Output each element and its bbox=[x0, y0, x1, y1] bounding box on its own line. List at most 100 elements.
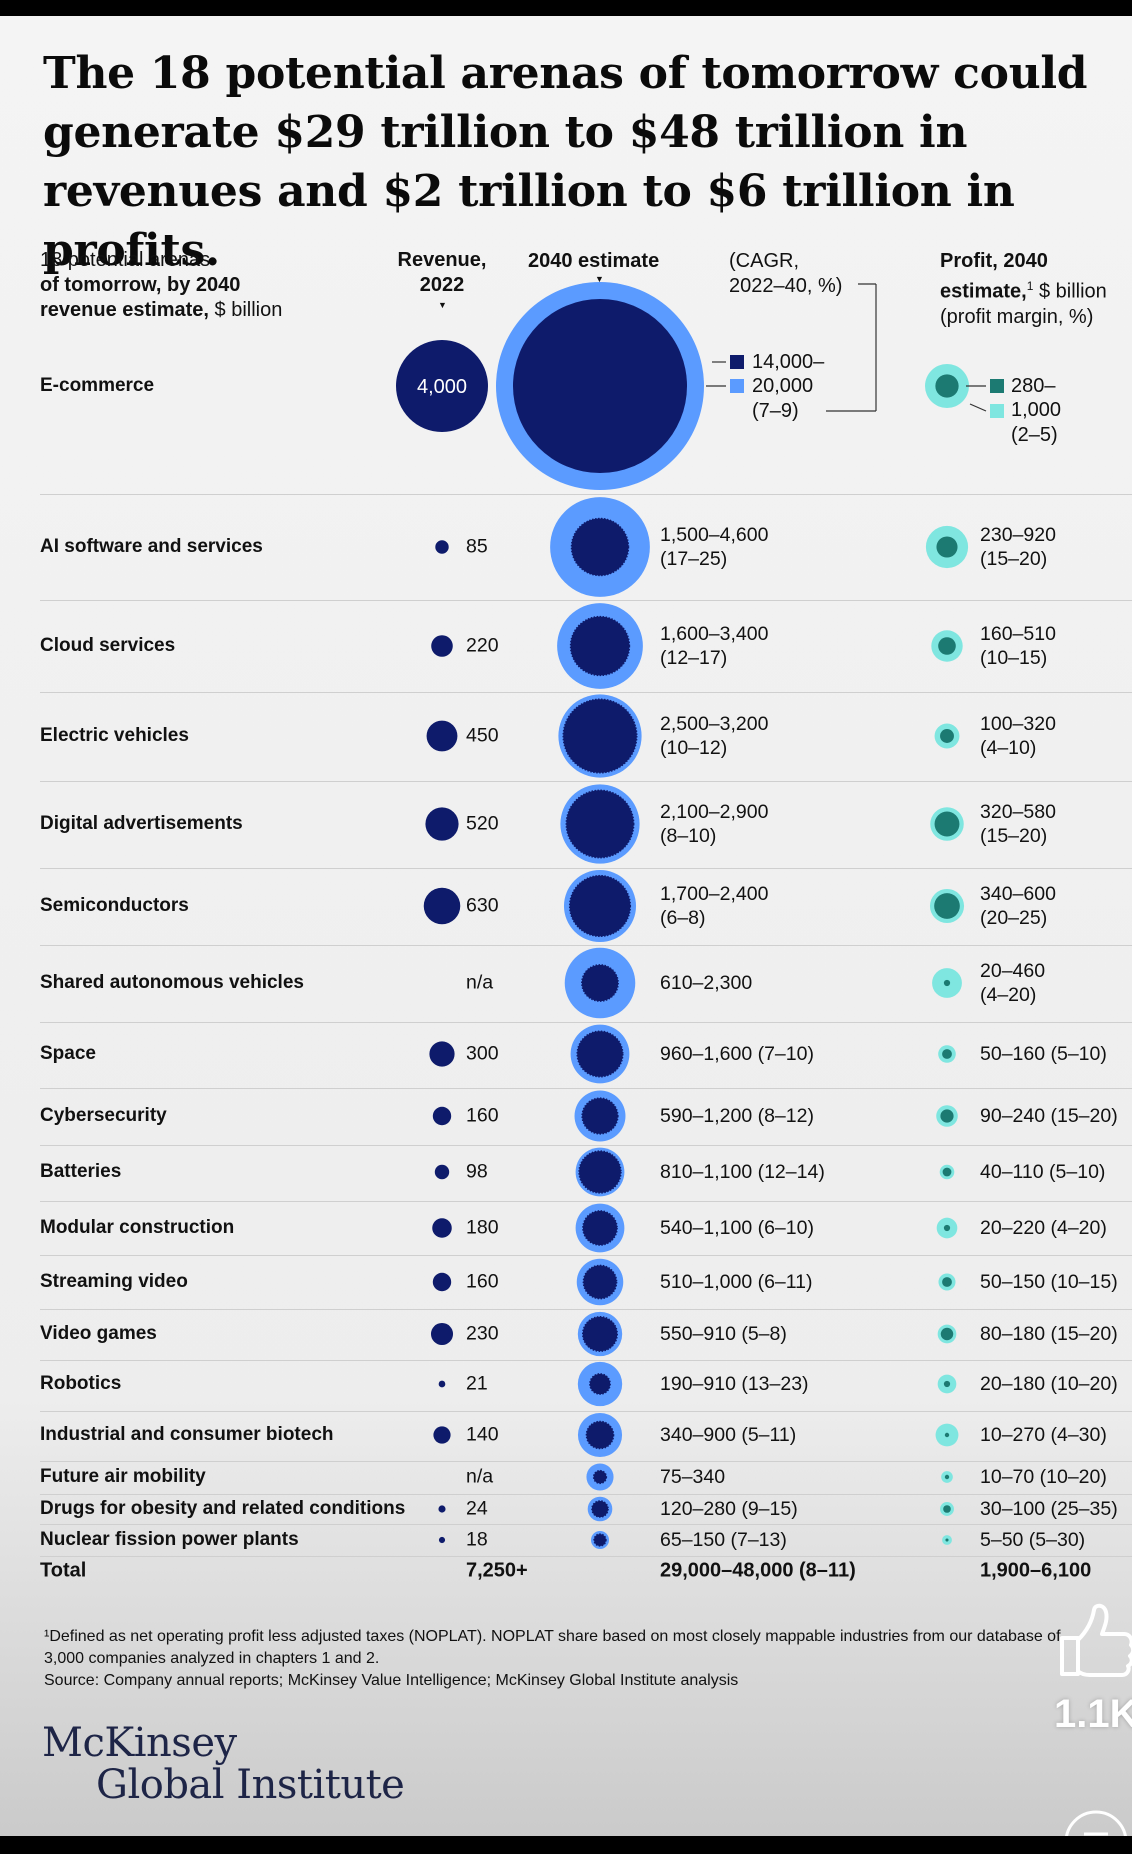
profit-line: 20–220 (4–20) bbox=[980, 1217, 1107, 1239]
arenas-header-line2: of tomorrow, by 2040 bbox=[40, 274, 241, 296]
revenue-value-digital-advertisements: 520 bbox=[466, 812, 499, 835]
row-separator bbox=[40, 600, 1132, 601]
estimate-value-industrial-and-consumer-biotech: 340–900 (5–11) bbox=[660, 1423, 796, 1447]
profit-value-batteries: 40–110 (5–10) bbox=[980, 1160, 1105, 1184]
revenue-value-cybersecurity: 160 bbox=[466, 1104, 499, 1127]
revenue-bubble-video-games bbox=[430, 1322, 454, 1346]
estimate-value-future-air-mobility: 75–340 bbox=[660, 1465, 725, 1489]
profit-line: (10–15) bbox=[980, 647, 1048, 669]
profit-line: 30–100 (25–35) bbox=[980, 1498, 1118, 1520]
cagr-header-line2: 2022–40, %) bbox=[729, 275, 843, 297]
profit-low-bubble-streaming-video bbox=[942, 1277, 952, 1287]
est-high-bubble-digital-advertisements bbox=[560, 784, 640, 864]
estimate-line: 590–1,200 (8–12) bbox=[660, 1105, 814, 1127]
est-low-bubble-semiconductors bbox=[568, 874, 632, 938]
estimate-value-cybersecurity: 590–1,200 (8–12) bbox=[660, 1104, 814, 1128]
est-high-bubble-nuclear-fission-power-plants bbox=[590, 1530, 610, 1550]
profit-low-bubble-ai-software-and-services bbox=[936, 536, 958, 558]
profit-line: (4–10) bbox=[980, 737, 1037, 759]
revenue-value-shared-autonomous-vehicles: n/a bbox=[466, 971, 494, 994]
ecommerce-margin: (2–5) bbox=[1011, 424, 1058, 446]
footnote-source: Source: Company annual reports; McKinsey… bbox=[44, 1672, 739, 1689]
legend-square-high bbox=[730, 379, 744, 393]
estimate-value-batteries: 810–1,100 (12–14) bbox=[660, 1160, 825, 1184]
profit-line: 50–160 (5–10) bbox=[980, 1043, 1107, 1065]
profit-high-bubble-cybersecurity bbox=[936, 1105, 958, 1127]
estimate-value-modular-construction: 540–1,100 (6–10) bbox=[660, 1216, 814, 1240]
footnote-line2: 3,000 companies analyzed in chapters 1 a… bbox=[44, 1650, 380, 1667]
profit-line: 160–510 bbox=[980, 623, 1056, 645]
page-title: The 18 potential arenas of tomorrow coul… bbox=[43, 48, 1088, 276]
row-label-digital-advertisements: Digital advertisements bbox=[40, 813, 243, 834]
revenue-value-batteries: 98 bbox=[466, 1160, 488, 1183]
legend-square-profit-high bbox=[990, 404, 1004, 418]
revenue-value-industrial-and-consumer-biotech: 140 bbox=[466, 1423, 499, 1446]
row-separator bbox=[40, 692, 1132, 693]
est-low-bubble-space bbox=[576, 1030, 624, 1078]
estimate-value-nuclear-fission-power-plants: 65–150 (7–13) bbox=[660, 1528, 787, 1552]
estimate-value-robotics: 190–910 (13–23) bbox=[660, 1372, 809, 1396]
revenue-bubble-industrial-and-consumer-biotech bbox=[433, 1426, 451, 1444]
revenue-value-electric-vehicles: 450 bbox=[466, 724, 499, 747]
est-high-bubble-modular-construction bbox=[575, 1203, 625, 1253]
estimate-line: 550–910 (5–8) bbox=[660, 1323, 787, 1345]
profit-line: (15–20) bbox=[980, 548, 1048, 570]
estimate-line: (12–17) bbox=[660, 647, 728, 669]
profit-value-robotics: 20–180 (10–20) bbox=[980, 1372, 1118, 1396]
legend-square-profit-low bbox=[990, 379, 1004, 393]
est-low-bubble-industrial-and-consumer-biotech bbox=[585, 1420, 615, 1450]
estimate-line: 1,700–2,400 bbox=[660, 883, 769, 905]
profit-value-industrial-and-consumer-biotech: 10–270 (4–30) bbox=[980, 1423, 1107, 1447]
ecommerce-est-high: 20,000 bbox=[752, 375, 814, 397]
revenue-value-ai-software-and-services: 85 bbox=[466, 535, 488, 558]
estimate-line: 2,500–3,200 bbox=[660, 713, 769, 735]
profit-value-shared-autonomous-vehicles: 20–460 (4–20) bbox=[980, 959, 1045, 1007]
like-icon[interactable] bbox=[1052, 1596, 1132, 1682]
estimate-line: 810–1,100 (12–14) bbox=[660, 1161, 825, 1183]
estimate-line: (10–12) bbox=[660, 737, 728, 759]
logo-line1: McKinsey bbox=[42, 1720, 237, 1766]
profit-line: 320–580 bbox=[980, 801, 1056, 823]
revenue-bubble-nuclear-fission-power-plants bbox=[438, 1536, 446, 1544]
est-low-bubble-batteries bbox=[578, 1150, 622, 1194]
est-high-bubble-batteries bbox=[575, 1147, 625, 1197]
est-high-bubble-semiconductors bbox=[563, 869, 637, 943]
arenas-header-line1: 18 potential arenas bbox=[40, 249, 211, 271]
revenue-bubble-streaming-video bbox=[432, 1272, 452, 1292]
row-label-video-games: Video games bbox=[40, 1323, 157, 1344]
est-high-bubble-streaming-video bbox=[576, 1258, 624, 1306]
profit-line: 340–600 bbox=[980, 883, 1056, 905]
profit-line: 50–150 (10–15) bbox=[980, 1271, 1118, 1293]
revenue-bubble-e-commerce bbox=[396, 340, 488, 432]
row-separator bbox=[40, 868, 1132, 869]
est-low-bubble-modular-construction bbox=[582, 1210, 618, 1246]
estimate-value-cloud-services: 1,600–3,400 (12–17) bbox=[660, 622, 768, 670]
revenue-bubble-batteries bbox=[434, 1164, 450, 1180]
row-separator bbox=[40, 945, 1132, 946]
profit-low-bubble-cloud-services bbox=[938, 637, 956, 655]
estimate-line: 75–340 bbox=[660, 1466, 726, 1488]
est-low-bubble-streaming-video bbox=[582, 1264, 618, 1300]
estimate-value-shared-autonomous-vehicles: 610–2,300 bbox=[660, 971, 752, 995]
est-low-bubble-shared-autonomous-vehicles bbox=[581, 964, 619, 1002]
est-high-bubble-shared-autonomous-vehicles bbox=[564, 947, 636, 1019]
profit-high-bubble-digital-advertisements bbox=[930, 807, 964, 841]
revenue-bubble-ai-software-and-services bbox=[435, 540, 449, 554]
ecommerce-profit-high: 1,000 bbox=[1011, 399, 1062, 421]
est-high-bubble-e-commerce bbox=[496, 282, 704, 490]
profit-line: 5–50 (5–30) bbox=[980, 1529, 1086, 1551]
profit-value-future-air-mobility: 10–70 (10–20) bbox=[980, 1465, 1107, 1489]
profit-high-bubble-shared-autonomous-vehicles bbox=[932, 968, 962, 998]
row-label-cybersecurity: Cybersecurity bbox=[40, 1105, 167, 1126]
estimate-line: 960–1,600 (7–10) bbox=[660, 1043, 814, 1065]
estimate-value-ai-software-and-services: 1,500–4,600 (17–25) bbox=[660, 523, 768, 571]
cagr-header: (CAGR, 2022–40, %) bbox=[729, 249, 842, 299]
estimate-line: 2,100–2,900 bbox=[660, 801, 769, 823]
profit-line: 80–180 (15–20) bbox=[980, 1323, 1118, 1345]
revenue-value-drugs-for-obesity-and-related-conditions: 24 bbox=[466, 1497, 488, 1520]
logo-line2: Global Institute bbox=[96, 1762, 405, 1808]
profit-line: 10–70 (10–20) bbox=[980, 1466, 1107, 1488]
profit-low-bubble-shared-autonomous-vehicles bbox=[943, 979, 951, 987]
profit-high-bubble-batteries bbox=[939, 1164, 955, 1180]
row-separator bbox=[40, 1411, 1132, 1412]
